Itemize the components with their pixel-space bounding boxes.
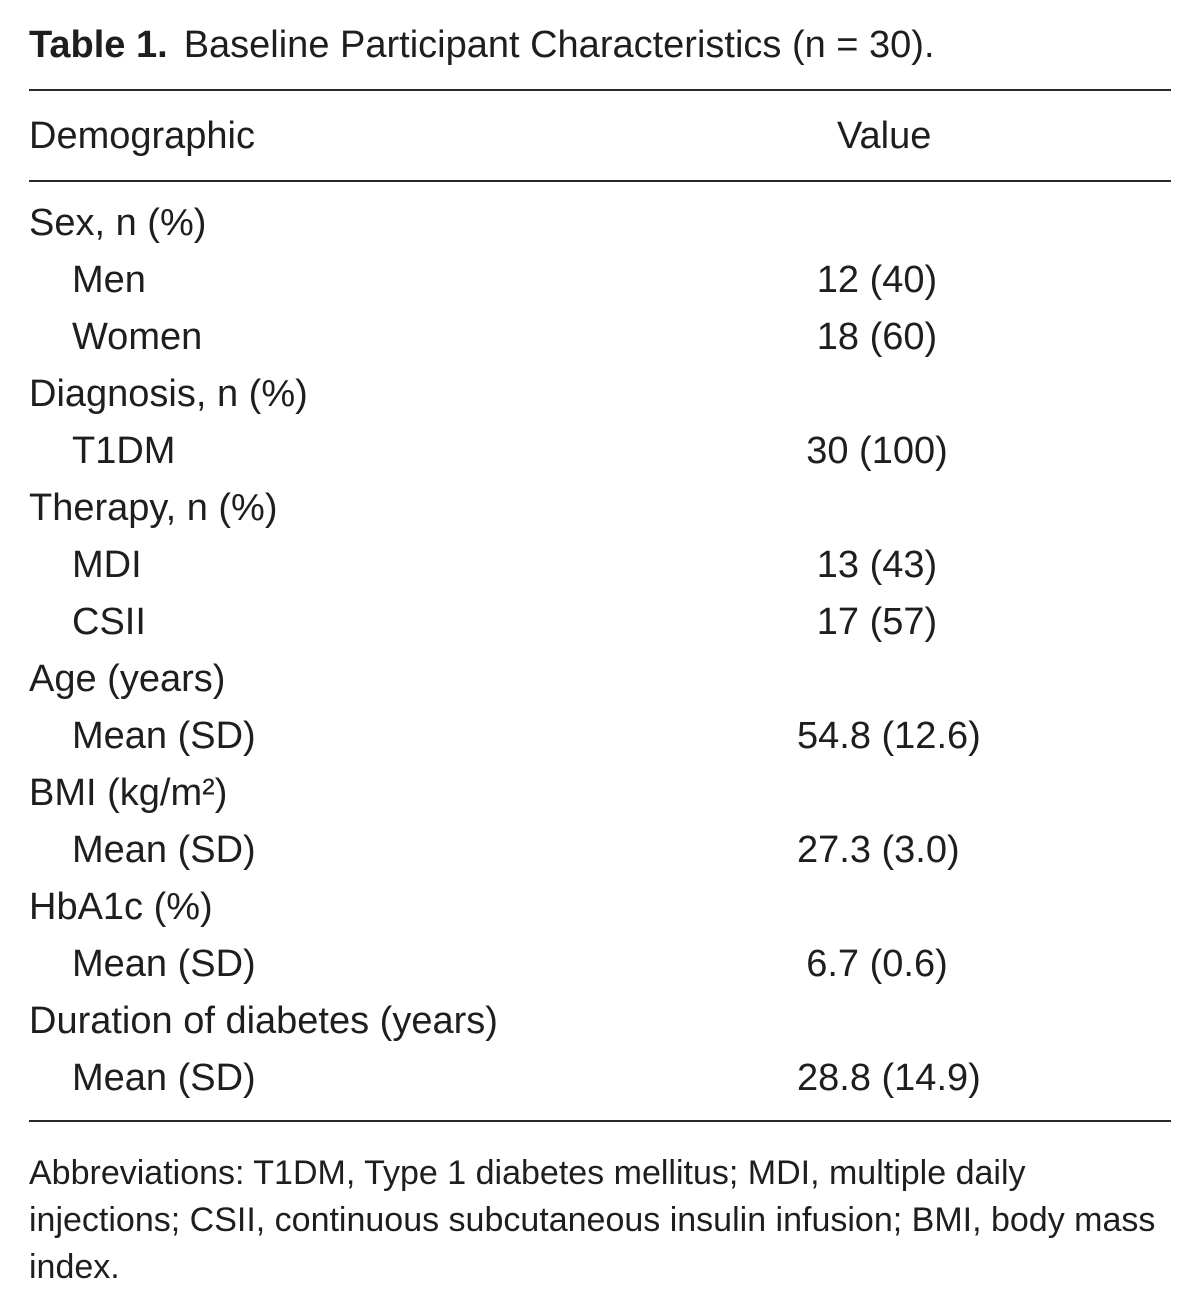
row-label: MDI [72, 544, 142, 586]
table-label: Table 1. [29, 24, 168, 66]
row-value: 54.8 (12.6) [797, 715, 981, 757]
row-label: Mean (SD) [72, 1057, 256, 1099]
row-label: Men [72, 259, 146, 301]
table-row: Mean (SD) 6.7 (0.6) [29, 936, 1171, 993]
row-label: Mean (SD) [72, 715, 256, 757]
row-label: HbA1c (%) [29, 886, 213, 928]
table-title: Baseline Participant Characteristics (n … [183, 24, 935, 66]
table-header: Demographic Value [29, 111, 1171, 161]
row-label: Duration of diabetes (years) [29, 1000, 498, 1042]
table-row: HbA1c (%) [29, 879, 1171, 936]
row-label: Diagnosis, n (%) [29, 373, 308, 415]
table-row: Women 18 (60) [29, 309, 1171, 366]
row-label: CSII [72, 601, 146, 643]
table-row: Sex, n (%) [29, 195, 1171, 252]
row-label: Mean (SD) [72, 943, 256, 985]
row-value: 27.3 (3.0) [797, 829, 960, 871]
table-row: Age (years) [29, 651, 1171, 708]
table-caption: Table 1. Baseline Participant Characteris… [29, 22, 935, 68]
row-value: 6.7 (0.6) [806, 943, 948, 985]
row-label: Sex, n (%) [29, 202, 207, 244]
table-body: Sex, n (%) Men 12 (40) Women 18 (60) Dia… [29, 195, 1171, 1107]
header-value: Value [837, 115, 932, 157]
table-row: Diagnosis, n (%) [29, 366, 1171, 423]
header-rule [29, 180, 1171, 182]
row-value: 12 (40) [816, 259, 938, 301]
table-row: Therapy, n (%) [29, 480, 1171, 537]
bottom-rule [29, 1120, 1171, 1122]
table-row: BMI (kg/m²) [29, 765, 1171, 822]
row-label: Age (years) [29, 658, 226, 700]
row-value: 17 (57) [816, 601, 938, 643]
table-row: CSII 17 (57) [29, 594, 1171, 651]
row-label: BMI (kg/m²) [29, 772, 228, 814]
row-label: Women [72, 316, 203, 358]
table-footnote: Abbreviations: T1DM, Type 1 diabetes mel… [29, 1154, 1156, 1286]
header-demographic: Demographic [29, 115, 255, 157]
table-row: Mean (SD) 27.3 (3.0) [29, 822, 1171, 879]
top-rule [29, 89, 1171, 91]
row-value: 28.8 (14.9) [797, 1057, 981, 1099]
table-row: Mean (SD) 28.8 (14.9) [29, 1050, 1171, 1107]
row-value: 18 (60) [816, 316, 938, 358]
table-row: T1DM 30 (100) [29, 423, 1171, 480]
row-label: Mean (SD) [72, 829, 256, 871]
table-row: Men 12 (40) [29, 252, 1171, 309]
row-label: T1DM [72, 430, 176, 472]
table-row: MDI 13 (43) [29, 537, 1171, 594]
table-row: Mean (SD) 54.8 (12.6) [29, 708, 1171, 765]
row-label: Therapy, n (%) [29, 487, 278, 529]
row-value: 13 (43) [816, 544, 938, 586]
row-value: 30 (100) [806, 430, 948, 472]
table-row: Duration of diabetes (years) [29, 993, 1171, 1050]
